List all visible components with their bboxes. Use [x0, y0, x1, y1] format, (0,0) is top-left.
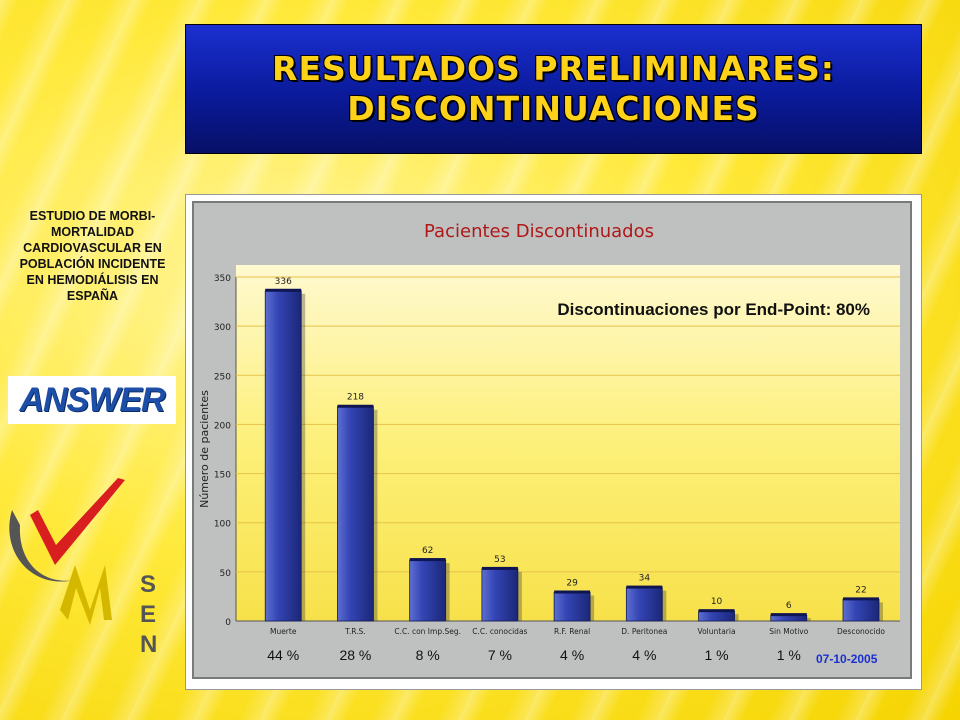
y-tick-label: 100: [214, 520, 231, 530]
percent-labels: 44 % 28 % 8 % 7 % 4 % 4 % 1 % 1 %: [267, 647, 801, 663]
y-tick-label: 250: [214, 372, 231, 382]
endpoint-overlay-text: Discontinuaciones por End-Point: 80%: [557, 300, 870, 319]
bar-cap: [554, 590, 591, 594]
bar-group: 10: [698, 597, 739, 622]
data-label: 62: [422, 546, 433, 556]
chart-title: Pacientes Discontinuados: [424, 221, 654, 242]
x-tick-label: Sin Motivo: [769, 627, 809, 636]
sen-logo-letter-e: E: [140, 601, 156, 628]
bar-cap: [843, 597, 879, 601]
bar-cap: [409, 558, 446, 562]
y-tick-label: 200: [214, 421, 231, 431]
data-label: 6: [786, 601, 792, 611]
percent-label: 4 %: [560, 647, 584, 663]
x-tick-label: D. Peritonea: [621, 627, 667, 636]
percent-label: 1 %: [777, 647, 801, 663]
slide-title-line-1: RESULTADOS PRELIMINARES:: [272, 49, 835, 88]
bar: [264, 290, 302, 622]
bar: [409, 559, 447, 622]
data-label: 34: [639, 574, 651, 584]
sen-logo-letter-n: N: [140, 631, 157, 658]
bar-group: 218: [337, 393, 378, 622]
y-tick-label: 300: [214, 323, 231, 333]
study-description: ESTUDIO DE MORBI-MORTALIDAD CARDIOVASCUL…: [19, 209, 166, 303]
sen-logo-swoosh-icon: [9, 510, 76, 582]
x-tick-label: C.C. con Imp.Seg.: [394, 627, 461, 636]
x-tick-label: Voluntaria: [698, 627, 736, 636]
sen-logo-m-icon: [60, 565, 112, 625]
sen-logo-letter-s: S: [140, 571, 156, 598]
y-tick-label: 50: [220, 569, 232, 579]
x-tick-label: Muerte: [270, 627, 297, 636]
y-tick-label: 0: [225, 618, 231, 628]
bars: 336 218 62 53 29 34 10 6 22: [264, 277, 883, 622]
bar-cap: [770, 613, 807, 617]
y-tick-labels: 0 50 100 150 200 250 300 350: [214, 274, 231, 628]
sen-logo-letters: S E N: [140, 571, 157, 658]
bar: [842, 598, 880, 622]
y-axis-label: Número de pacientes: [198, 390, 211, 508]
data-label: 10: [711, 597, 723, 607]
x-tick-label: Desconocido: [837, 627, 885, 636]
data-label: 53: [494, 555, 505, 565]
bar-group: 22: [842, 585, 883, 622]
data-label: 29: [566, 578, 578, 588]
x-tick-label: R.F. Renal: [554, 627, 590, 636]
bar: [625, 587, 663, 622]
bar-cap: [337, 404, 374, 408]
x-tick-label: C.C. conocidas: [472, 627, 527, 636]
title-banner: RESULTADOS PRELIMINARES: DISCONTINUACION…: [185, 24, 922, 154]
bar-chart: Pacientes Discontinuados 0 50 100 150 200 250…: [198, 221, 900, 666]
percent-label: 8 %: [416, 647, 440, 663]
answer-logo-text: ANSWER: [19, 380, 165, 419]
percent-label: 7 %: [488, 647, 512, 663]
chart-panel: Pacientes Discontinuados 0 50 100 150 200 250…: [192, 201, 912, 679]
bar-cap: [626, 585, 663, 589]
bar: [481, 568, 519, 622]
percent-label: 1 %: [704, 647, 728, 663]
bar-group: 6: [770, 601, 811, 622]
bar: [698, 610, 735, 622]
y-tick-label: 150: [214, 471, 231, 481]
data-label: 218: [347, 393, 364, 403]
slide-title-line-2: DISCONTINUACIONES: [347, 89, 760, 128]
percent-label: 28 %: [339, 647, 371, 663]
y-tick-label: 350: [214, 274, 231, 284]
percent-label: 4 %: [632, 647, 656, 663]
chart-frame: Pacientes Discontinuados 0 50 100 150 200 250…: [185, 194, 922, 690]
bar-group: 29: [553, 578, 595, 622]
bar-cap: [265, 288, 302, 292]
bar-group: 53: [481, 555, 522, 622]
answer-logo: ANSWER: [8, 376, 176, 424]
bar-group: 62: [409, 546, 450, 622]
bar: [337, 406, 374, 622]
bar-cap: [698, 609, 735, 613]
sen-logo-checkmark-icon: [30, 478, 125, 565]
bar-group: 336: [264, 277, 306, 622]
percent-label: 44 %: [267, 647, 299, 663]
bar-cap: [481, 566, 518, 570]
data-label: 336: [275, 277, 292, 287]
x-tick-label: T.R.S.: [344, 627, 366, 636]
date-label: 07-10-2005: [816, 652, 878, 666]
sen-logo: S E N: [9, 478, 157, 658]
bar-group: 34: [625, 574, 667, 622]
data-label: 22: [855, 585, 866, 595]
x-tick-labels: Muerte T.R.S. C.C. con Imp.Seg. C.C. conoci…: [270, 627, 885, 636]
bar: [553, 592, 591, 622]
